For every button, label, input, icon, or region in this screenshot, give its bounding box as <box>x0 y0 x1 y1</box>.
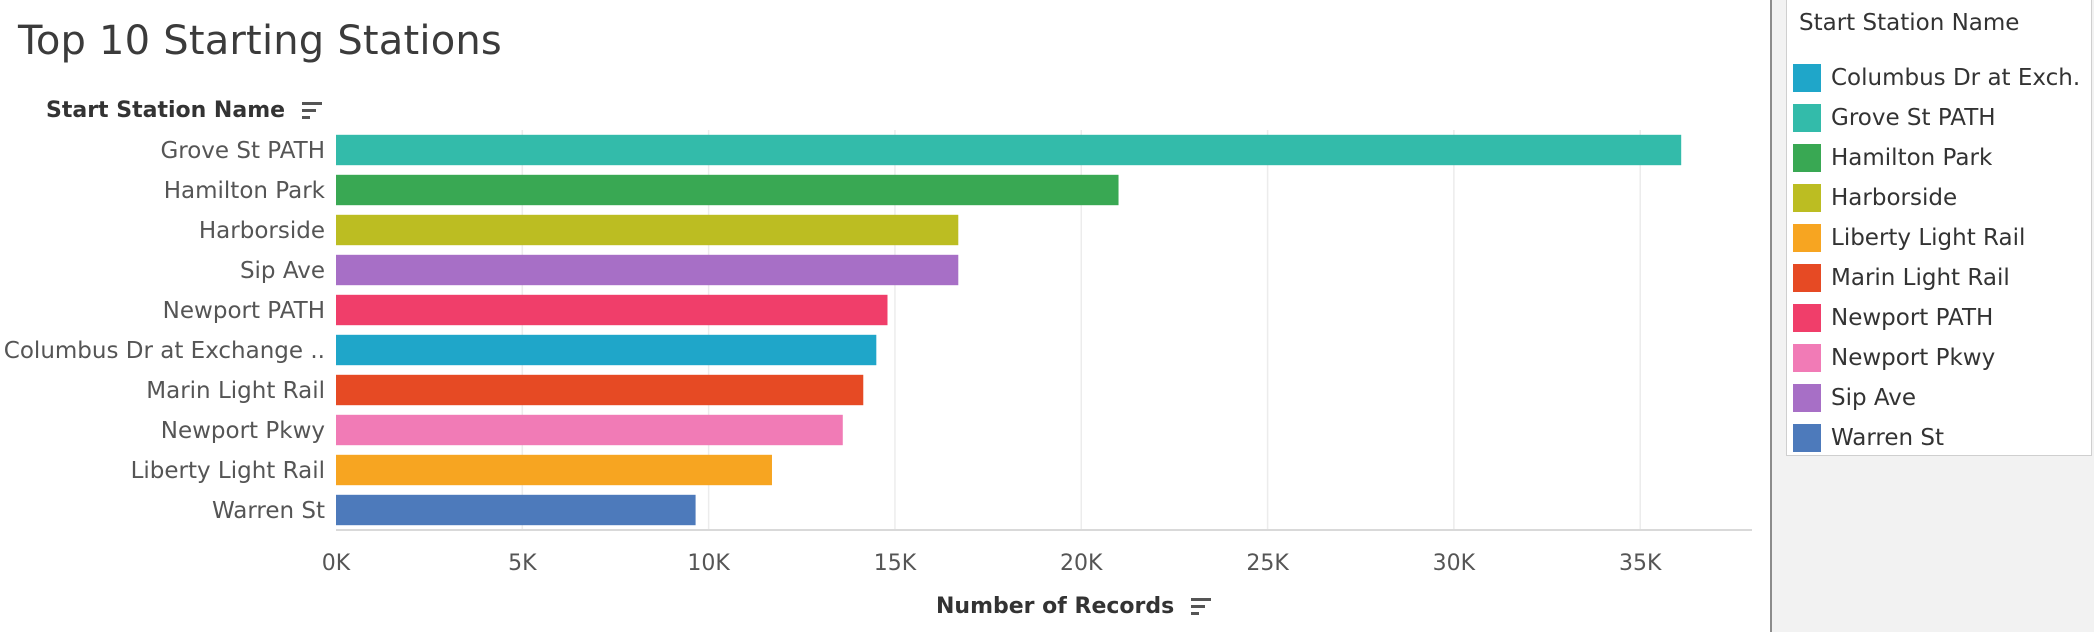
legend-swatch <box>1793 344 1821 372</box>
x-tick-labels: 0K 5K 10K 15K 20K 25K 30K 35K <box>322 551 1662 576</box>
category-label[interactable]: Hamilton Park <box>164 178 326 204</box>
legend-swatch <box>1793 384 1821 412</box>
legend-item[interactable]: Hamilton Park <box>1793 138 2081 178</box>
sort-icon[interactable] <box>1190 596 1212 618</box>
legend-item[interactable]: Sip Ave <box>1793 378 2081 418</box>
x-tick-label: 5K <box>508 551 537 576</box>
legend-swatch <box>1793 424 1821 452</box>
legend-swatch <box>1793 304 1821 332</box>
category-labels: Grove St PATH Hamilton Park Harborside Sip … <box>4 138 326 524</box>
legend-item[interactable]: Newport Pkwy <box>1793 338 2081 378</box>
legend-label: Harborside <box>1831 185 1958 211</box>
legend-label: Newport PATH <box>1831 305 1994 331</box>
legend-panel: Start Station Name Columbus Dr at Exch..… <box>1772 0 2094 632</box>
legend-label: Newport Pkwy <box>1831 345 1996 371</box>
category-label[interactable]: Warren St <box>212 498 325 524</box>
bar[interactable] <box>336 494 696 526</box>
category-label[interactable]: Harborside <box>199 218 325 244</box>
legend-swatch <box>1793 144 1821 172</box>
bar[interactable] <box>336 414 843 446</box>
bar[interactable] <box>336 374 864 406</box>
x-tick-label: 25K <box>1246 551 1289 576</box>
category-label[interactable]: Sip Ave <box>240 258 325 284</box>
legend-swatch <box>1793 104 1821 132</box>
legend-label: Columbus Dr at Exch.. <box>1831 65 2081 91</box>
x-tick-label: 20K <box>1060 551 1103 576</box>
legend: Start Station Name Columbus Dr at Exch..… <box>1786 0 2092 456</box>
panel-divider <box>1770 0 1772 632</box>
bar[interactable] <box>336 294 888 326</box>
bars <box>336 134 1682 526</box>
category-label[interactable]: Grove St PATH <box>160 138 325 164</box>
legend-label: Hamilton Park <box>1831 145 1993 171</box>
bar-chart: Grove St PATH Hamilton Park Harborside Sip … <box>4 130 1752 576</box>
category-label[interactable]: Marin Light Rail <box>146 378 325 404</box>
legend-items: Columbus Dr at Exch.. Grove St PATH Hamilt… <box>1793 58 2081 458</box>
legend-label: Liberty Light Rail <box>1831 225 2026 251</box>
legend-item[interactable]: Columbus Dr at Exch.. <box>1793 58 2081 98</box>
row-header[interactable]: Start Station Name <box>46 98 323 123</box>
category-label[interactable]: Newport PATH <box>163 298 325 324</box>
legend-item[interactable]: Liberty Light Rail <box>1793 218 2081 258</box>
legend-item[interactable]: Marin Light Rail <box>1793 258 2081 298</box>
legend-swatch <box>1793 64 1821 92</box>
chart-title: Top 10 Starting Stations <box>18 18 502 64</box>
legend-label: Marin Light Rail <box>1831 265 2010 291</box>
category-label[interactable]: Columbus Dr at Exchange .. <box>4 338 325 364</box>
legend-label: Grove St PATH <box>1831 105 1996 131</box>
legend-item[interactable]: Newport PATH <box>1793 298 2081 338</box>
legend-title: Start Station Name <box>1799 10 2020 36</box>
x-tick-label: 0K <box>322 551 351 576</box>
legend-label: Warren St <box>1831 425 1945 451</box>
bar[interactable] <box>336 214 959 246</box>
row-header-label: Start Station Name <box>46 98 286 123</box>
bar[interactable] <box>336 454 772 486</box>
x-axis-title[interactable]: Number of Records <box>936 594 1212 619</box>
x-tick-label: 30K <box>1433 551 1476 576</box>
x-tick-label: 15K <box>874 551 917 576</box>
bar[interactable] <box>336 134 1682 166</box>
legend-swatch <box>1793 184 1821 212</box>
legend-label: Sip Ave <box>1831 385 1917 411</box>
x-tick-label: 35K <box>1619 551 1662 576</box>
sort-icon[interactable] <box>301 100 323 122</box>
bar[interactable] <box>336 174 1119 206</box>
category-label[interactable]: Liberty Light Rail <box>131 458 325 484</box>
legend-swatch <box>1793 224 1821 252</box>
legend-swatch <box>1793 264 1821 292</box>
x-axis-title-label: Number of Records <box>936 594 1175 619</box>
legend-item[interactable]: Harborside <box>1793 178 2081 218</box>
bar[interactable] <box>336 254 959 286</box>
bar[interactable] <box>336 334 877 366</box>
legend-item[interactable]: Grove St PATH <box>1793 98 2081 138</box>
legend-item[interactable]: Warren St <box>1793 418 2081 458</box>
x-tick-label: 10K <box>687 551 730 576</box>
category-label[interactable]: Newport Pkwy <box>161 418 325 444</box>
